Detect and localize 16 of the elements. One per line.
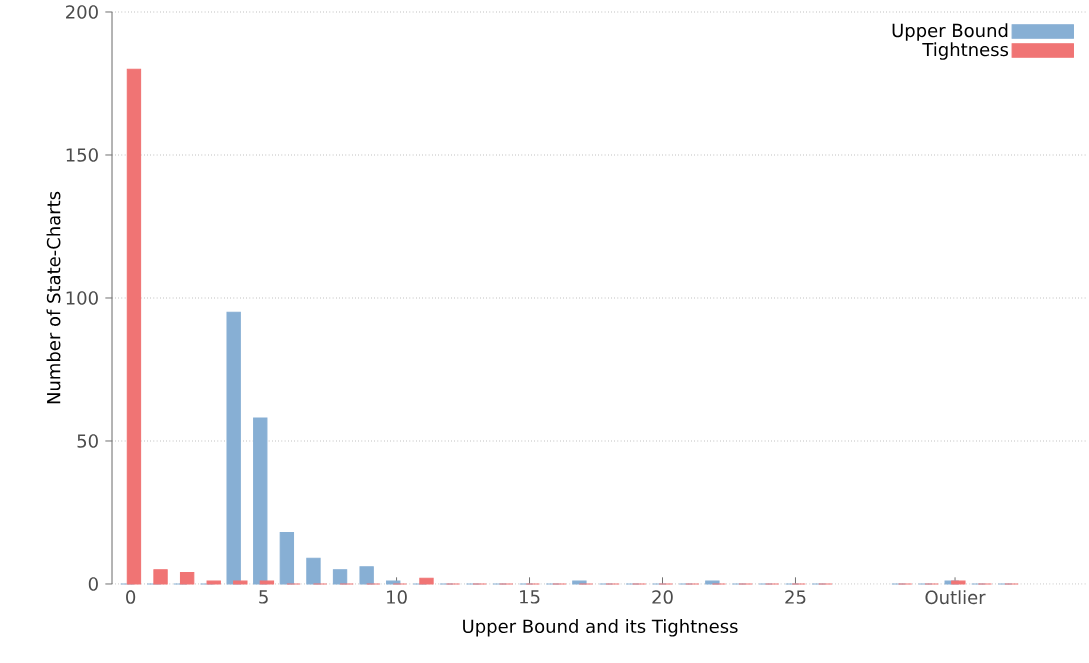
y-tick-label: 200: [66, 5, 98, 19]
legend-label: Tightness: [922, 42, 1009, 60]
x-tick-label: 10: [387, 590, 407, 604]
y-tick-label: 100: [66, 291, 98, 305]
y-tick-label: 0: [88, 577, 98, 591]
x-tick-label: 25: [785, 590, 806, 604]
x-tick-label: Outlier: [925, 590, 986, 605]
x-axis-title: Upper Bound and its Tightness: [463, 619, 738, 637]
x-tick-label: 5: [259, 590, 268, 604]
x-tick-label: 0: [126, 590, 136, 604]
x-tick-label: 15: [520, 590, 540, 604]
y-tick-label: 150: [66, 148, 98, 162]
y-axis-title: Number of State-Charts: [46, 191, 61, 404]
legend-label: Upper Bound: [892, 23, 1008, 41]
y-tick-label: 50: [77, 434, 98, 448]
x-tick-label: 20: [652, 590, 673, 604]
